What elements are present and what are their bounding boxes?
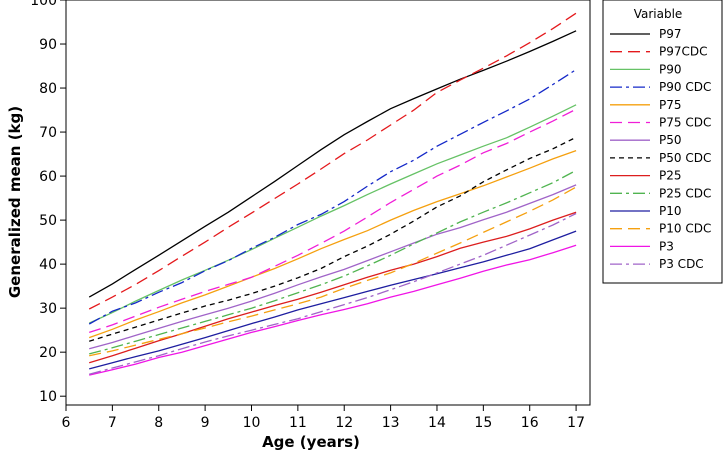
legend-label-p10-cdc: P10 CDC xyxy=(659,222,711,236)
series-line-p25-cdc xyxy=(89,169,577,355)
x-axis: 6 7 8 9 10 11 12 13 14 15 16 17 xyxy=(62,405,585,431)
y-tick-label: 90 xyxy=(39,37,57,53)
y-tick-label: 30 xyxy=(39,301,57,317)
series-line-p50 xyxy=(89,184,577,350)
x-tick-label: 8 xyxy=(154,415,163,431)
legend-label-p10: P10 xyxy=(659,204,682,218)
series-line-p10-cdc xyxy=(89,186,577,357)
legend-label-p75: P75 xyxy=(659,98,682,112)
legend-label-p90-cdc: P90 CDC xyxy=(659,80,711,94)
legend-label-p97: P97 xyxy=(659,27,682,41)
legend-label-p25-cdc: P25 CDC xyxy=(659,186,711,200)
legend-label-p3: P3 xyxy=(659,239,674,253)
series-line-p3 xyxy=(89,244,577,376)
series-line-p3-cdc xyxy=(89,212,577,375)
legend-label-p3-cdc: P3 CDC xyxy=(659,257,704,271)
x-tick-label: 9 xyxy=(201,415,210,431)
y-tick-label: 100 xyxy=(30,0,57,9)
x-tick-label: 13 xyxy=(382,415,400,431)
series-line-p90-cdc xyxy=(88,69,577,325)
series-line-p25 xyxy=(89,211,577,364)
y-tick-label: 70 xyxy=(39,125,57,141)
y-tick-label: 40 xyxy=(39,257,57,273)
plot-frame xyxy=(65,0,591,406)
y-tick-label: 60 xyxy=(39,169,57,185)
y-tick-label: 80 xyxy=(39,81,57,97)
y-tick-label: 50 xyxy=(39,213,57,229)
legend-label-p50-cdc: P50 CDC xyxy=(659,151,711,165)
x-tick-label: 6 xyxy=(62,415,71,431)
y-axis-title: Generalized mean (kg) xyxy=(6,106,24,298)
x-tick-label: 12 xyxy=(335,415,353,431)
y-tick-label: 10 xyxy=(39,389,57,405)
series-layer xyxy=(88,12,577,376)
series-line-p90 xyxy=(88,104,577,324)
legend-box xyxy=(602,0,723,284)
x-tick-label: 17 xyxy=(567,415,585,431)
legend-label-p97cdc: P97CDC xyxy=(659,45,708,59)
x-tick-label: 11 xyxy=(289,415,307,431)
legend-label-p90: P90 xyxy=(659,62,682,76)
y-tick-label: 20 xyxy=(39,345,57,361)
legend-title: Variable xyxy=(634,7,683,21)
series-line-p50-cdc xyxy=(89,136,577,342)
series-line-p75 xyxy=(88,149,577,339)
series-line-p97cdc xyxy=(88,12,577,310)
x-tick-label: 10 xyxy=(243,415,261,431)
series-line-p75-cdc xyxy=(89,108,577,334)
series-line-p97 xyxy=(88,30,577,298)
x-tick-label: 14 xyxy=(428,415,446,431)
x-tick-label: 7 xyxy=(108,415,117,431)
x-tick-label: 16 xyxy=(521,415,539,431)
x-tick-label: 15 xyxy=(474,415,492,431)
legend-label-p50: P50 xyxy=(659,133,682,147)
series-line-p10 xyxy=(89,230,577,370)
x-axis-title: Age (years) xyxy=(262,433,360,451)
legend-label-p25: P25 xyxy=(659,169,682,183)
legend-label-p75-cdc: P75 CDC xyxy=(659,116,711,130)
legend: Variable P97 P97CDC P90 P90 CDC P75 P75 CDC P5… xyxy=(602,0,723,284)
y-axis: 10 20 30 40 50 60 70 80 90 100 xyxy=(30,0,66,405)
